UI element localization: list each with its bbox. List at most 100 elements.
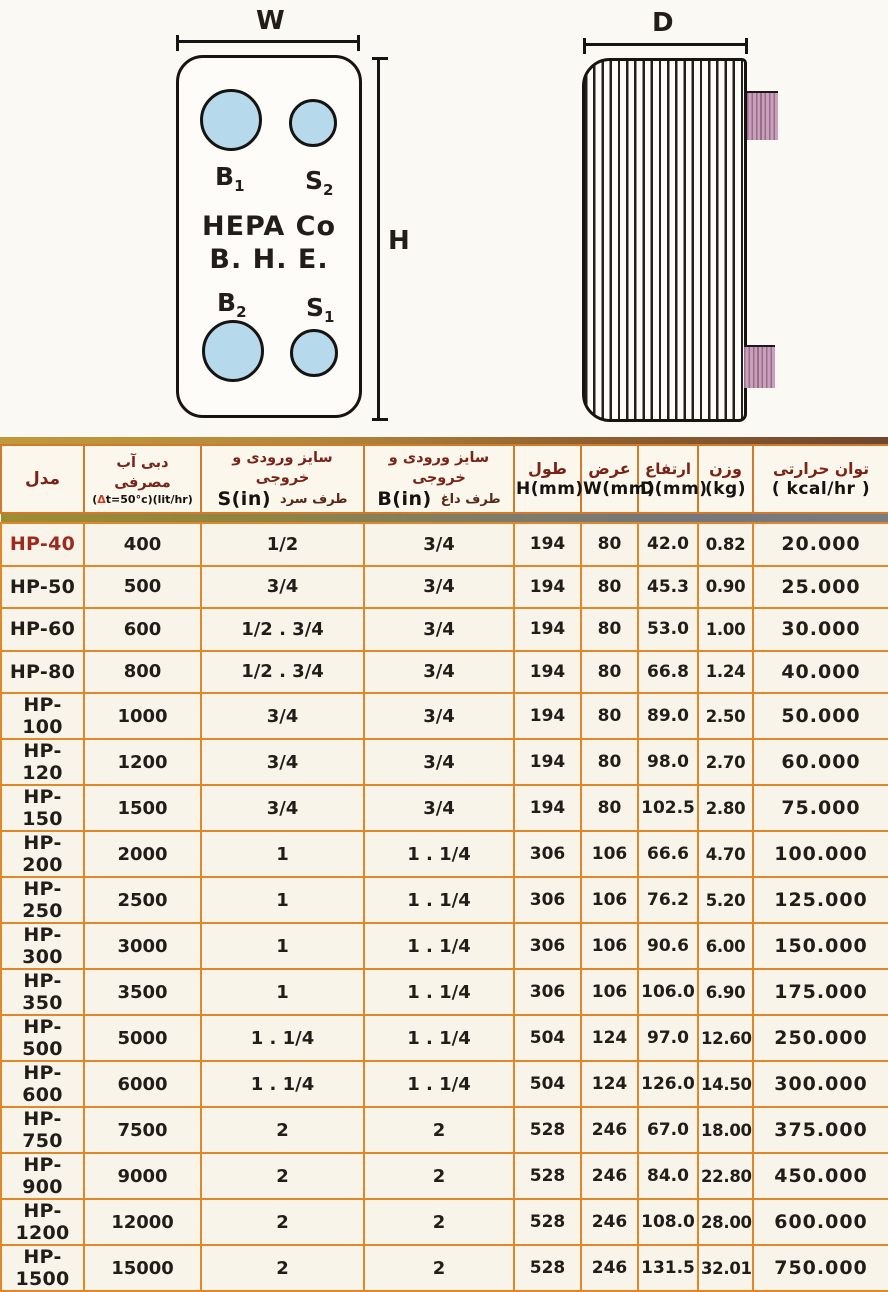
header-power: توان حرارتی ( kcal/hr ) bbox=[752, 444, 888, 514]
cell-model: HP-200 bbox=[0, 830, 85, 878]
cell-height: 126.0 bbox=[637, 1060, 699, 1108]
port-b1-circle bbox=[200, 89, 262, 151]
cell-height: 89.0 bbox=[637, 692, 699, 740]
header-width: عرض W(mm) bbox=[580, 444, 655, 514]
cell-flow: 7500 bbox=[83, 1106, 202, 1154]
cell-length: 194 bbox=[513, 738, 582, 786]
table-row: HP-50 500 3/4 3/4 194 80 45.3 0.90 25.00… bbox=[0, 564, 888, 609]
cell-model: HP-40 bbox=[0, 522, 85, 567]
header-hot-size: سایز ورودی و خروجی B(in) طرف داغ bbox=[363, 444, 515, 514]
cell-length: 306 bbox=[513, 968, 582, 1016]
cell-cold-size: 1/2 . 3/4 bbox=[200, 607, 365, 652]
cell-width: 246 bbox=[580, 1244, 639, 1292]
port-s2-label: S2 bbox=[305, 166, 334, 199]
header-separator bbox=[1, 512, 888, 524]
cell-weight: 32.01 bbox=[697, 1244, 754, 1292]
cell-height: 66.8 bbox=[637, 649, 699, 694]
cell-height: 97.0 bbox=[637, 1014, 699, 1062]
cell-cold-size: 1 . 1/4 bbox=[200, 1060, 365, 1108]
cell-weight: 0.82 bbox=[697, 522, 754, 567]
header-weight: وزن (kg) bbox=[697, 444, 754, 514]
cell-weight: 6.00 bbox=[697, 922, 754, 970]
top-connection-stub bbox=[747, 91, 778, 140]
cell-flow: 6000 bbox=[83, 1060, 202, 1108]
width-dimension-line bbox=[176, 35, 360, 51]
cell-cold-size: 2 bbox=[200, 1152, 365, 1200]
cell-height: 102.5 bbox=[637, 784, 699, 832]
cell-flow: 3000 bbox=[83, 922, 202, 970]
cell-power: 30.000 bbox=[752, 607, 888, 652]
cell-weight: 22.80 bbox=[697, 1152, 754, 1200]
cell-length: 194 bbox=[513, 607, 582, 652]
cell-width: 80 bbox=[580, 607, 639, 652]
depth-dimension-line bbox=[583, 38, 748, 54]
cell-model: HP-150 bbox=[0, 784, 85, 832]
table-row: HP-250 2500 1 1 . 1/4 306 106 76.2 5.20 … bbox=[0, 876, 888, 924]
cell-hot-size: 2 bbox=[363, 1152, 515, 1200]
cell-power: 100.000 bbox=[752, 830, 888, 878]
cell-flow: 400 bbox=[83, 522, 202, 567]
cell-length: 528 bbox=[513, 1244, 582, 1292]
cell-weight: 18.00 bbox=[697, 1106, 754, 1154]
cell-length: 528 bbox=[513, 1106, 582, 1154]
port-s1-circle bbox=[290, 329, 338, 377]
table-row: HP-80 800 1/2 . 3/4 3/4 194 80 66.8 1.24… bbox=[0, 649, 888, 694]
spec-table: مدل دبی آب مصرفی (Δt=50°c)(lit/hr) سایز … bbox=[0, 444, 888, 1292]
cell-length: 306 bbox=[513, 876, 582, 924]
table-row: HP-150 1500 3/4 3/4 194 80 102.5 2.80 75… bbox=[0, 784, 888, 832]
cell-weight: 1.24 bbox=[697, 649, 754, 694]
cell-flow: 1200 bbox=[83, 738, 202, 786]
header-length: طول H(mm) bbox=[513, 444, 583, 514]
width-dimension-label: W bbox=[256, 6, 285, 36]
cell-weight: 2.70 bbox=[697, 738, 754, 786]
cell-length: 306 bbox=[513, 922, 582, 970]
cell-power: 600.000 bbox=[752, 1198, 888, 1246]
cell-length: 306 bbox=[513, 830, 582, 878]
port-b2-circle bbox=[202, 320, 264, 382]
cell-hot-size: 2 bbox=[363, 1198, 515, 1246]
table-row: HP-300 3000 1 1 . 1/4 306 106 90.6 6.00 … bbox=[0, 922, 888, 970]
cell-cold-size: 2 bbox=[200, 1198, 365, 1246]
port-s1-label: S1 bbox=[306, 293, 335, 326]
cell-hot-size: 2 bbox=[363, 1244, 515, 1292]
cell-model: HP-600 bbox=[0, 1060, 85, 1108]
table-row: HP-100 1000 3/4 3/4 194 80 89.0 2.50 50.… bbox=[0, 692, 888, 740]
cell-width: 124 bbox=[580, 1060, 639, 1108]
cell-flow: 12000 bbox=[83, 1198, 202, 1246]
cell-power: 175.000 bbox=[752, 968, 888, 1016]
cell-hot-size: 3/4 bbox=[363, 564, 515, 609]
cell-width: 106 bbox=[580, 968, 639, 1016]
cell-flow: 500 bbox=[83, 564, 202, 609]
delta-symbol: Δ bbox=[97, 492, 106, 506]
cell-power: 450.000 bbox=[752, 1152, 888, 1200]
cell-hot-size: 3/4 bbox=[363, 649, 515, 694]
cell-width: 80 bbox=[580, 649, 639, 694]
cell-cold-size: 3/4 bbox=[200, 692, 365, 740]
cell-length: 194 bbox=[513, 784, 582, 832]
table-row: HP-750 7500 2 2 528 246 67.0 18.00 375.0… bbox=[0, 1106, 888, 1154]
cell-hot-size: 1 . 1/4 bbox=[363, 1060, 515, 1108]
cell-cold-size: 1 bbox=[200, 876, 365, 924]
heat-exchanger-front-view: B1 S2 B2 S1 HEPA Co B. H. E. bbox=[176, 55, 362, 418]
height-dimension-label: H bbox=[388, 226, 410, 256]
cell-length: 504 bbox=[513, 1014, 582, 1062]
cell-power: 150.000 bbox=[752, 922, 888, 970]
header-cold-size: سایز ورودی و خروجی S(in) طرف سرد bbox=[200, 444, 365, 514]
cell-flow: 800 bbox=[83, 649, 202, 694]
cell-power: 25.000 bbox=[752, 564, 888, 609]
cell-model: HP-100 bbox=[0, 692, 85, 740]
cell-cold-size: 2 bbox=[200, 1106, 365, 1154]
header-flow-sub: (Δt=50°c)(lit/hr) bbox=[92, 492, 193, 506]
cell-power: 50.000 bbox=[752, 692, 888, 740]
cell-flow: 1000 bbox=[83, 692, 202, 740]
cell-hot-size: 3/4 bbox=[363, 607, 515, 652]
cell-hot-size: 3/4 bbox=[363, 692, 515, 740]
cell-power: 375.000 bbox=[752, 1106, 888, 1154]
cell-flow: 2500 bbox=[83, 876, 202, 924]
heat-exchanger-side-view bbox=[582, 58, 747, 422]
header-row: مدل دبی آب مصرفی (Δt=50°c)(lit/hr) سایز … bbox=[0, 444, 888, 514]
cell-flow: 5000 bbox=[83, 1014, 202, 1062]
cell-cold-size: 3/4 bbox=[200, 564, 365, 609]
depth-dimension-label: D bbox=[652, 8, 674, 38]
cell-hot-size: 3/4 bbox=[363, 784, 515, 832]
